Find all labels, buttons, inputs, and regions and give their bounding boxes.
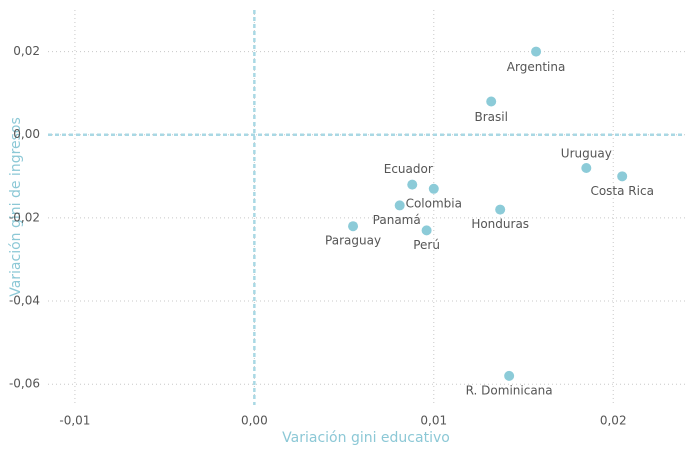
y-axis-title: Variación gini de ingresos <box>8 117 24 297</box>
point-label: Ecuador <box>384 162 433 176</box>
x-tick-label: -0,01 <box>59 414 90 428</box>
point-label: Colombia <box>406 196 462 210</box>
point <box>531 46 542 57</box>
y-tick-label: -0,02 <box>9 210 40 224</box>
point <box>394 200 405 211</box>
x-tick-label: 0,01 <box>420 414 447 428</box>
point <box>421 225 432 236</box>
point-label: Honduras <box>471 217 529 231</box>
point <box>428 183 439 194</box>
point <box>581 163 592 173</box>
y-tick-label: 0,00 <box>13 127 40 141</box>
point-label: Argentina <box>507 60 566 74</box>
x-tick-label: 0,02 <box>600 414 627 428</box>
point <box>407 179 418 190</box>
point-label: Costa Rica <box>590 184 653 198</box>
point <box>617 171 628 182</box>
point-label: Paraguay <box>325 234 381 248</box>
x-axis-title: Variación gini educativo <box>282 430 450 446</box>
point-label: Uruguay <box>561 147 612 161</box>
point <box>348 221 359 232</box>
point-label: R. Dominicana <box>466 383 553 397</box>
point <box>504 370 515 381</box>
point <box>486 96 497 107</box>
point-label: Brasil <box>474 110 507 124</box>
x-tick-label: 0,00 <box>241 414 268 428</box>
point <box>495 204 506 215</box>
point-label: Perú <box>413 238 440 252</box>
y-tick-label: -0,04 <box>9 294 40 308</box>
point-label: Panamá <box>373 213 421 227</box>
y-tick-label: -0,06 <box>9 377 40 391</box>
y-tick-label: 0,02 <box>13 44 40 58</box>
